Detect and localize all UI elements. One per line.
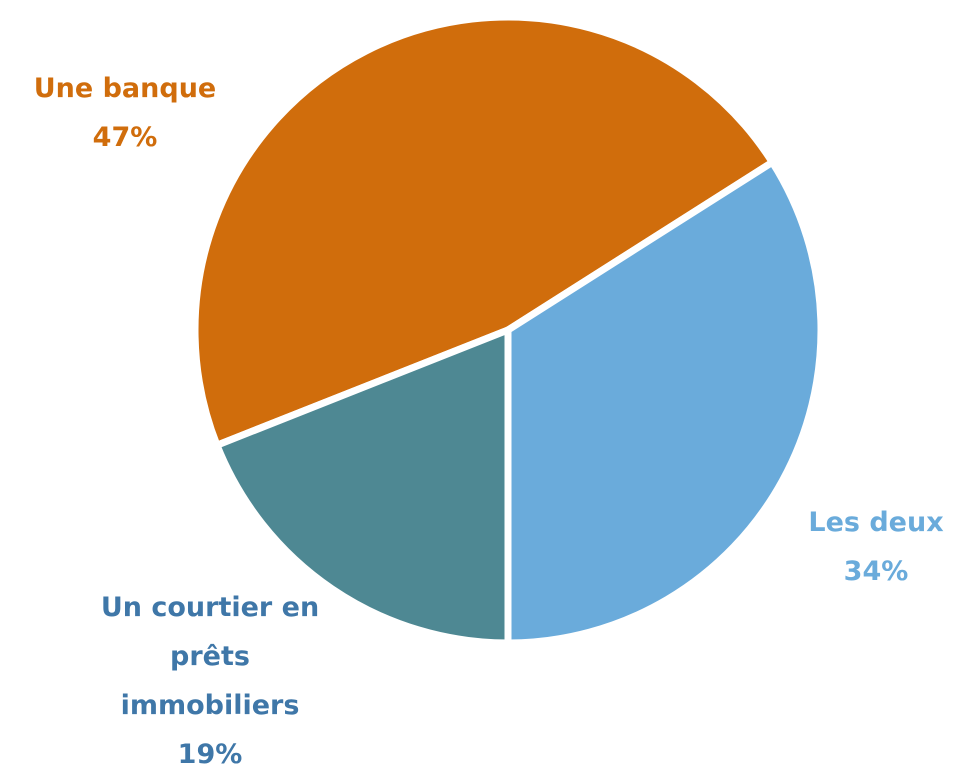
value-label: 47% bbox=[92, 122, 158, 153]
value-label: 34% bbox=[843, 556, 909, 587]
chart bbox=[191, 13, 825, 647]
value-label: 19% bbox=[177, 739, 243, 770]
pie-slice bbox=[504, 157, 825, 647]
category-label: Un courtier en prêts immobiliers bbox=[100, 592, 320, 721]
category-label: Les deux bbox=[808, 507, 944, 538]
category-label: Une banque bbox=[33, 73, 217, 104]
slice-label: Une banque 47% bbox=[10, 64, 240, 162]
slice-label: Les deux 34% bbox=[776, 498, 955, 596]
page: {"chart_data": {"type": "pie", "categori… bbox=[10, 13, 955, 770]
pie-slice bbox=[212, 324, 512, 647]
pie-slice bbox=[191, 13, 778, 450]
slice-label: Un courtier en prêts immobiliers 19% bbox=[100, 583, 320, 779]
